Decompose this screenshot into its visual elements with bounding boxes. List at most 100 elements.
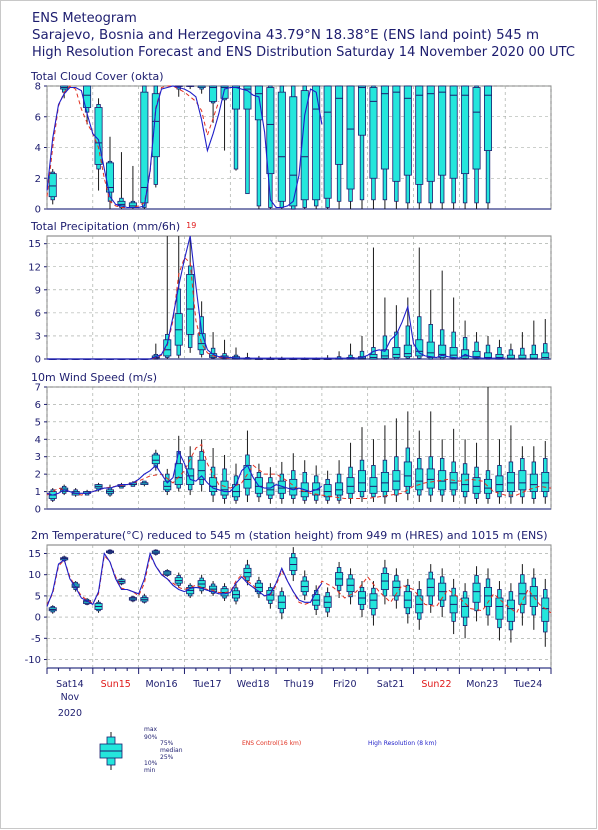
hres-line xyxy=(46,551,323,607)
ens-box xyxy=(106,484,115,497)
ens-box xyxy=(369,85,378,209)
ens-box xyxy=(483,568,492,626)
ens-box xyxy=(518,332,527,360)
legend-p90-label: 90% xyxy=(144,734,158,741)
iqr-box xyxy=(495,597,504,620)
x-day-label: Tue24 xyxy=(513,679,542,690)
p10-p90-bar xyxy=(405,325,411,359)
ens-box xyxy=(312,85,321,209)
ens-box xyxy=(300,85,309,209)
ens-box xyxy=(392,85,401,209)
legend-control-label: ENS Control(16 km) xyxy=(242,740,301,747)
iqr-box xyxy=(529,586,538,607)
ens-box xyxy=(335,460,344,504)
p10-p90-bar xyxy=(451,331,456,360)
ens-box xyxy=(506,583,515,643)
off-scale-max-label: 19 xyxy=(186,221,196,230)
ens-box xyxy=(529,446,538,504)
ens-box xyxy=(438,439,447,503)
ens-box xyxy=(220,85,229,151)
panel-2: Total Precipitation (mm/6h) 0 3 6 9 12 15 19 xyxy=(28,220,552,366)
y-tick-label: 2 xyxy=(35,174,41,185)
iqr-box xyxy=(231,85,240,110)
ens-box xyxy=(369,247,378,360)
ens-box xyxy=(415,85,424,209)
ens-box xyxy=(117,152,126,209)
location-line: Sarajevo, Bosnia and Herzegovina 43.79°N… xyxy=(32,28,540,43)
ens-box xyxy=(209,581,218,596)
y-tick-label: 0 xyxy=(35,205,41,216)
forecast-line: High Resolution Forecast and ENS Distrib… xyxy=(32,45,575,60)
p10-p90-bar xyxy=(474,341,479,360)
legend-hres-label: High Resolution (8 km) xyxy=(368,740,437,747)
meteogram-title: ENS Meteogram xyxy=(32,11,137,26)
iqr-box xyxy=(243,465,252,489)
y-tick-label: 4 xyxy=(35,143,41,154)
ens-box xyxy=(140,480,149,487)
ens-box xyxy=(163,236,172,359)
y-tick-label: 6 xyxy=(35,308,41,319)
iqr-box xyxy=(335,85,344,165)
ens-box xyxy=(106,549,115,555)
p10-p90-bar xyxy=(417,316,422,359)
ens-box xyxy=(449,85,458,209)
ens-box xyxy=(151,85,160,188)
ens-box xyxy=(220,454,229,504)
ens-box xyxy=(312,465,321,504)
iqr-box xyxy=(369,477,378,494)
iqr-box xyxy=(415,85,424,185)
y-tick-label: 5 xyxy=(35,417,41,428)
ens-box xyxy=(541,578,550,647)
iqr-box xyxy=(449,471,458,491)
ens-box xyxy=(426,411,435,503)
ens-box xyxy=(426,564,435,613)
panel-title: 10m Wind Speed (m/s) xyxy=(31,371,157,384)
panel-title: 2m Temperature(°C) reduced to 545 m (sta… xyxy=(31,529,548,542)
ens-box xyxy=(140,85,149,209)
iqr-box xyxy=(83,85,92,108)
legend-p25-label: 25% xyxy=(160,754,174,761)
iqr-box xyxy=(289,478,298,496)
ens-box xyxy=(151,549,160,556)
ens-box xyxy=(209,448,218,503)
ens-box xyxy=(529,568,538,630)
y-tick-label: 0 xyxy=(35,613,41,624)
ens-box xyxy=(300,570,309,601)
y-tick-label: 6 xyxy=(35,400,41,411)
ens-box xyxy=(415,430,424,503)
ens-box xyxy=(266,85,275,209)
y-tick-label: 15 xyxy=(28,549,41,560)
iqr-box xyxy=(300,90,309,201)
ens-box xyxy=(231,85,240,171)
ens-box xyxy=(277,356,286,360)
iqr-box xyxy=(426,468,435,489)
ens-box xyxy=(541,319,550,360)
ens-box xyxy=(186,85,195,90)
iqr-box xyxy=(369,353,378,360)
legend-max-label: max xyxy=(144,726,158,733)
iqr-box xyxy=(163,339,172,357)
iqr-box xyxy=(392,85,401,182)
ens-box xyxy=(151,449,160,471)
ens-box xyxy=(231,584,240,605)
ens-box xyxy=(174,572,183,588)
iqr-box xyxy=(254,85,263,121)
y-tick-label: 9 xyxy=(35,285,41,296)
ens-box xyxy=(94,98,103,191)
ens-box xyxy=(346,343,355,360)
iqr-box xyxy=(506,354,515,360)
iqr-box xyxy=(323,484,332,498)
iqr-box xyxy=(346,477,355,494)
ens-box xyxy=(415,247,424,359)
ens-box xyxy=(472,85,481,209)
iqr-box xyxy=(529,353,538,360)
iqr-box xyxy=(472,582,481,603)
iqr-box xyxy=(48,173,57,198)
ens-box xyxy=(186,239,195,353)
ens-box xyxy=(483,335,492,360)
ens-box xyxy=(197,439,206,492)
hres-line xyxy=(46,449,323,496)
